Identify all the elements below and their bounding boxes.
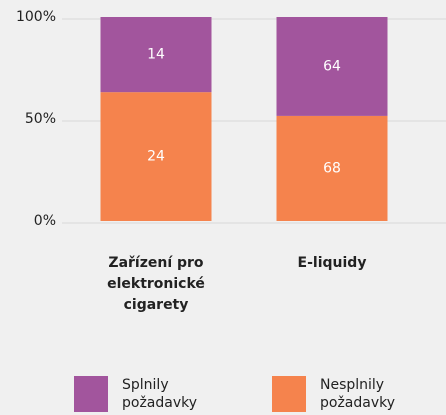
data-label: 64 [323, 58, 341, 74]
x-tick-label: Zařízení pro elektronické cigarety [107, 255, 205, 313]
legend-label: Splnily požadavky [122, 377, 198, 411]
data-label: 14 [147, 47, 165, 63]
y-tick-label: 50% [25, 111, 56, 127]
data-label: 24 [147, 149, 165, 165]
data-label: 68 [323, 160, 341, 176]
bar-segment [276, 17, 388, 116]
bar-segment [276, 115, 388, 221]
y-tick-label: 100% [16, 9, 56, 25]
legend-label: Nesplnily požadavky [320, 377, 396, 411]
legend-swatch [272, 376, 306, 412]
y-tick-label: 0% [34, 213, 56, 229]
bar-segment [100, 17, 212, 93]
legend-swatch [74, 376, 108, 412]
x-tick-label: E-liquidy [297, 255, 367, 271]
bar-segment [100, 92, 212, 221]
